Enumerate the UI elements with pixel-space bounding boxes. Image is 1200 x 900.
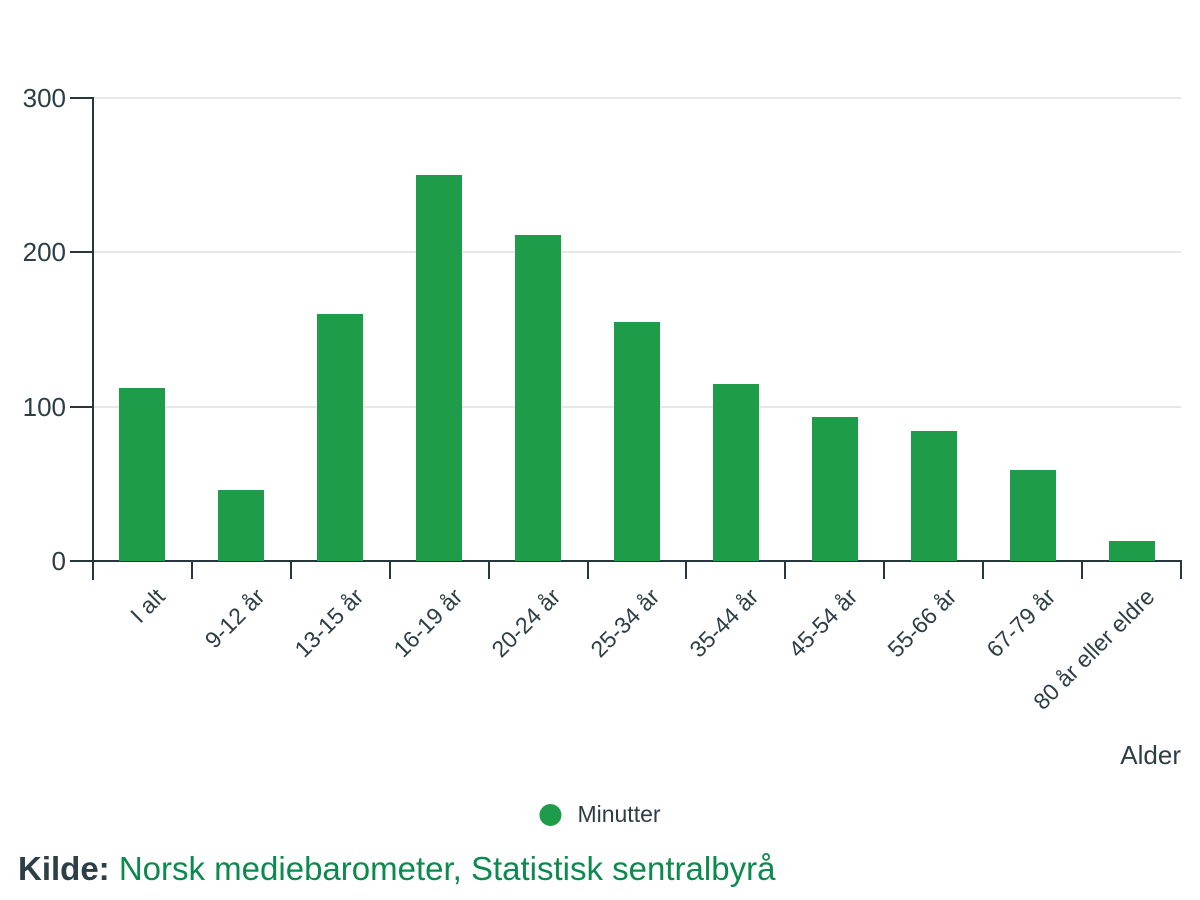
- x-axis-line: [92, 560, 1182, 562]
- y-axis-tick-300: [70, 97, 93, 99]
- x-axis-label-I alt: I alt: [125, 583, 171, 628]
- legend-marker-circle-icon: [539, 803, 562, 826]
- y-axis-label-0: 0: [51, 546, 66, 576]
- x-axis-title: Alder: [1120, 740, 1181, 770]
- legend-item-minutter[interactable]: Minutter: [539, 801, 661, 828]
- x-axis-tick: [190, 560, 193, 579]
- x-axis-label-45-54 år: 45-54 år: [783, 583, 863, 663]
- x-axis-tick: [685, 560, 688, 579]
- x-axis-label-9-12 år: 9-12 år: [199, 583, 270, 654]
- y-axis-tick-0: [70, 560, 93, 562]
- x-axis-tick: [289, 560, 292, 579]
- bar-55-66 år[interactable]: [910, 431, 957, 561]
- gridline-200: [93, 251, 1181, 254]
- x-axis-tick: [487, 560, 490, 579]
- bar-9-12 år[interactable]: [218, 490, 265, 561]
- bar-I alt[interactable]: [119, 388, 166, 561]
- y-axis-tick-200: [70, 251, 93, 254]
- bar-16-19 år[interactable]: [416, 175, 463, 561]
- x-axis-label-35-44 år: 35-44 år: [684, 583, 764, 663]
- bar-25-34 år[interactable]: [614, 321, 660, 561]
- y-axis-tick-100: [70, 405, 93, 408]
- x-axis-label-13-15 år: 13-15 år: [288, 583, 368, 663]
- x-axis-tick: [784, 560, 787, 579]
- x-axis-tick: [92, 560, 94, 579]
- x-axis-label-55-66 år: 55-66 år: [882, 583, 962, 663]
- y-axis-label-200: 200: [22, 237, 66, 268]
- bar-13-15 år[interactable]: [317, 314, 364, 561]
- x-axis-tick: [1081, 560, 1084, 579]
- x-axis-label-67-79 år: 67-79 år: [981, 583, 1061, 663]
- x-axis-tick: [982, 560, 985, 579]
- x-axis-tick: [1180, 560, 1182, 579]
- bar-35-44 år[interactable]: [712, 383, 759, 561]
- x-axis-label-25-34 år: 25-34 år: [585, 583, 665, 663]
- x-axis-label-20-24 år: 20-24 år: [486, 583, 566, 663]
- y-axis-label-300: 300: [22, 83, 66, 113]
- source-line: Kilde: Norsk mediebarometer, Statistisk …: [18, 850, 775, 888]
- bar-45-54 år[interactable]: [811, 417, 858, 561]
- y-axis-line: [92, 97, 94, 580]
- y-axis-label-100: 100: [22, 391, 66, 422]
- bar-20-24 år[interactable]: [515, 235, 562, 561]
- gridline-300: [93, 97, 1181, 99]
- source-link[interactable]: Norsk mediebarometer, Statistisk sentral…: [118, 850, 776, 887]
- x-axis-tick: [586, 560, 589, 579]
- source-label: Kilde:: [18, 850, 110, 887]
- x-axis-tick: [388, 560, 391, 579]
- x-axis-tick: [883, 560, 886, 579]
- bar-67-79 år[interactable]: [1009, 469, 1056, 561]
- x-axis-label-16-19 år: 16-19 år: [387, 583, 467, 663]
- bar-80 år eller eldre[interactable]: [1108, 540, 1155, 561]
- legend-label: Minutter: [577, 801, 661, 827]
